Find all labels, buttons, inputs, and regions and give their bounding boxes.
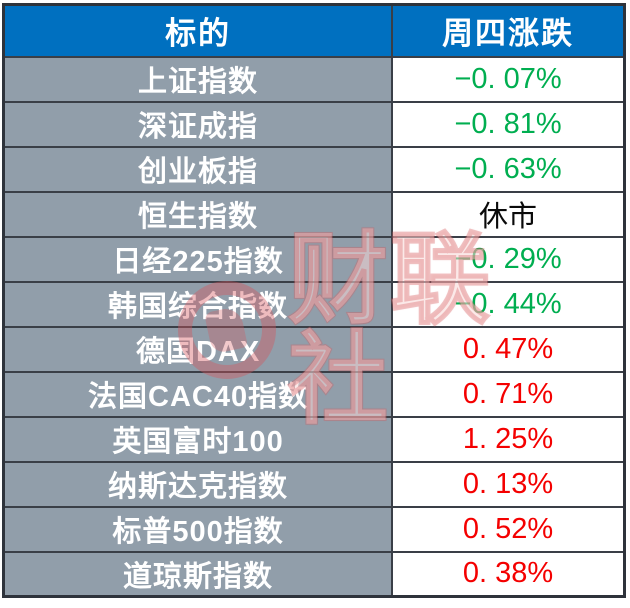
index-name-cell: 纳斯达克指数 — [2, 460, 394, 508]
index-name-cell: 日经225指数 — [2, 235, 394, 283]
table-row: 标普500指数 0. 52% — [2, 505, 626, 553]
change-value-cell: −0. 07% — [391, 55, 626, 103]
table-row: 法国CAC40指数 0. 71% — [2, 370, 626, 418]
index-name-cell: 上证指数 — [2, 55, 394, 103]
change-value-cell: 0. 71% — [391, 370, 626, 418]
table-row: 日经225指数 −0. 29% — [2, 235, 626, 283]
change-value-cell: −0. 81% — [391, 100, 626, 148]
index-name-cell: 韩国综合指数 — [2, 280, 394, 328]
change-value-cell: 0. 38% — [391, 550, 626, 598]
index-name-cell: 深证成指 — [2, 100, 394, 148]
market-index-table: 标的 周四涨跌 上证指数 −0. 07% 深证成指 −0. 81% 创业板指 −… — [2, 3, 626, 598]
index-name-cell: 创业板指 — [2, 145, 394, 193]
index-name-cell: 法国CAC40指数 — [2, 370, 394, 418]
table-row: 英国富时100 1. 25% — [2, 415, 626, 463]
change-value-cell: 1. 25% — [391, 415, 626, 463]
table-row: 纳斯达克指数 0. 13% — [2, 460, 626, 508]
table-row: 上证指数 −0. 07% — [2, 55, 626, 103]
index-name-cell: 道琼斯指数 — [2, 550, 394, 598]
index-name-cell: 恒生指数 — [2, 190, 394, 238]
table-row: 道琼斯指数 0. 38% — [2, 550, 626, 598]
index-name-cell: 英国富时100 — [2, 415, 394, 463]
change-value-cell: −0. 44% — [391, 280, 626, 328]
change-value-cell: −0. 29% — [391, 235, 626, 283]
header-row: 标的 周四涨跌 — [2, 3, 626, 58]
table-row: 德国DAX 0. 47% — [2, 325, 626, 373]
change-value-cell: 0. 52% — [391, 505, 626, 553]
column-header-thursday-change: 周四涨跌 — [391, 3, 626, 58]
change-value-cell: 休市 — [391, 190, 626, 238]
index-name-cell: 标普500指数 — [2, 505, 394, 553]
table-row: 深证成指 −0. 81% — [2, 100, 626, 148]
table-row: 韩国综合指数 −0. 44% — [2, 280, 626, 328]
table-row: 恒生指数 休市 — [2, 190, 626, 238]
change-value-cell: 0. 47% — [391, 325, 626, 373]
index-name-cell: 德国DAX — [2, 325, 394, 373]
column-header-target: 标的 — [2, 3, 394, 58]
change-value-cell: 0. 13% — [391, 460, 626, 508]
change-value-cell: −0. 63% — [391, 145, 626, 193]
table-row: 创业板指 −0. 63% — [2, 145, 626, 193]
